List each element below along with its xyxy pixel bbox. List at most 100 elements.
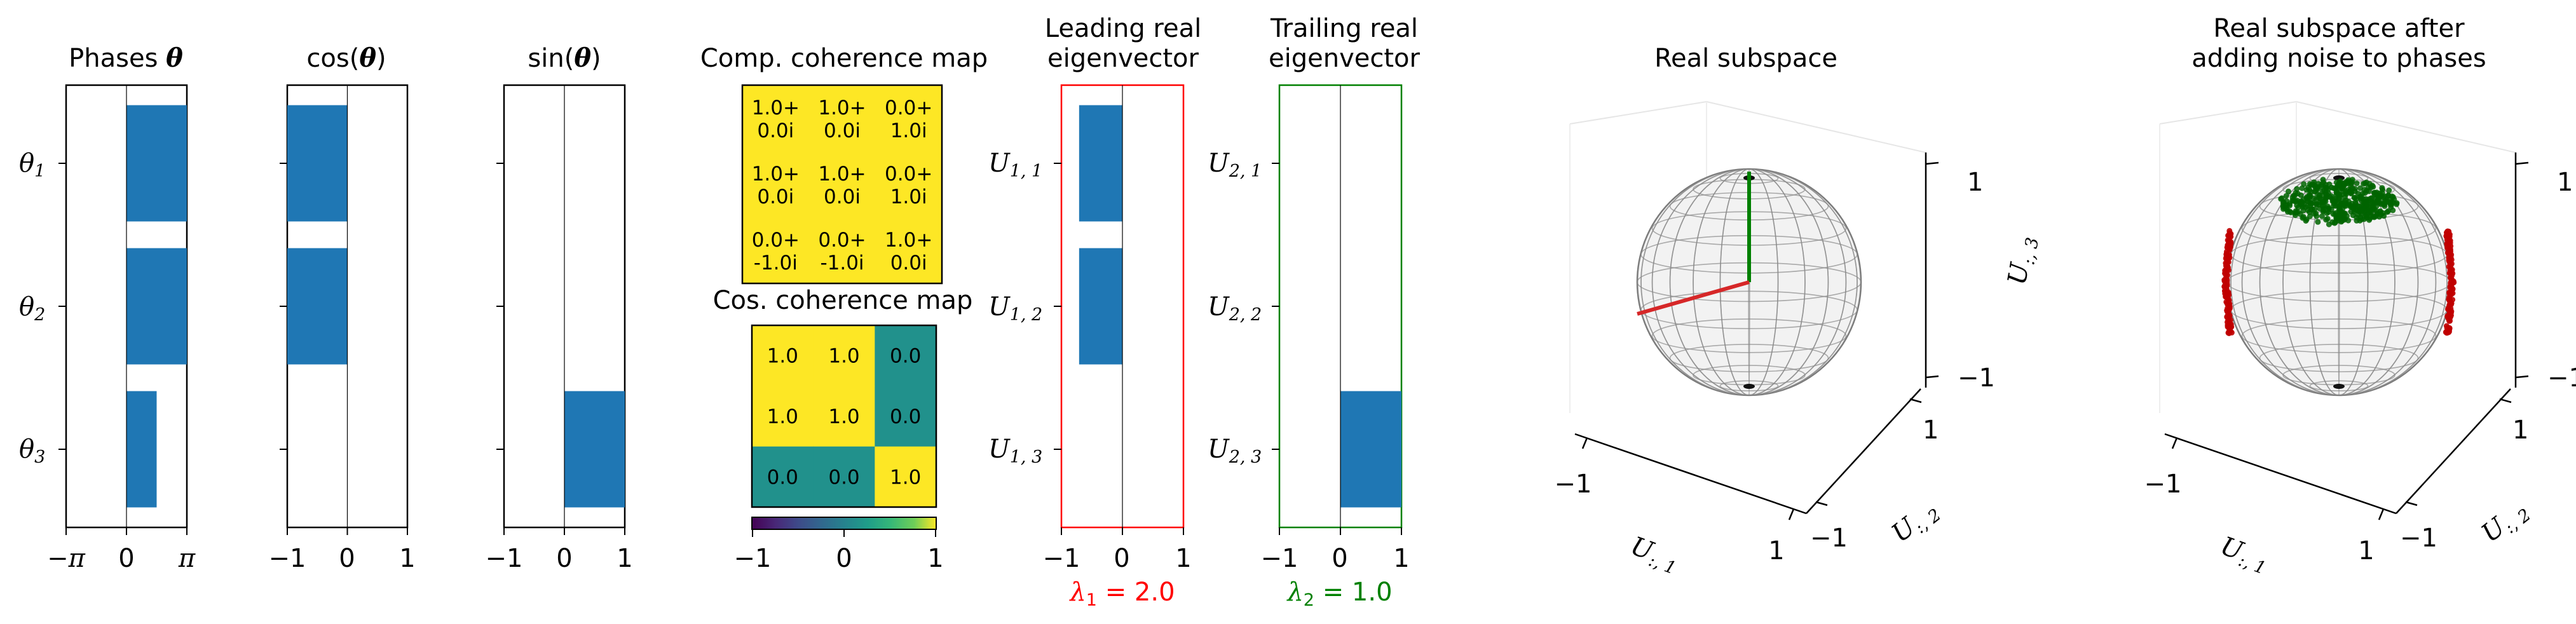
south-pole	[1743, 384, 1755, 389]
ztick-one: 1	[1967, 168, 1983, 197]
noisy-point-arc	[2226, 330, 2232, 336]
cos-cell-label-1-2: 1.0	[828, 345, 859, 368]
noisy-point-cap	[2335, 182, 2341, 188]
cos-xtick-labels: −1 0 1	[269, 544, 416, 573]
noisy-point-clouds	[2221, 177, 2457, 336]
longitude-line	[1640, 169, 1858, 395]
cos-cell-label-3-3: 1.0	[890, 466, 921, 489]
sin-panel: sin(θ) −1 0 1	[486, 43, 633, 573]
z-axis-label: U:, 3	[2003, 234, 2043, 288]
real-subspace-axis-labels: 1 −1 U:, 3 −1 1 U:, 1 1 −1 U:, 2	[1555, 168, 2043, 578]
xtick-neg-one: −1	[2144, 470, 2182, 499]
noisy-point-cap	[2313, 187, 2319, 194]
noisy-point-arc	[2448, 268, 2454, 275]
noisy-point-arc	[2224, 300, 2230, 306]
complex-cell-2-1: 1.0+ 0.0i	[752, 163, 800, 208]
ztick-neg-one: −1	[1958, 363, 1995, 393]
bar-1	[287, 105, 348, 222]
noisy-point-cap	[2386, 199, 2392, 205]
bar-2	[126, 248, 187, 365]
noisy-point-cap	[2319, 213, 2325, 219]
noisy-point-cap	[2293, 208, 2299, 214]
noisy-point-cap	[2375, 192, 2380, 198]
noisy-point-cap	[2293, 198, 2299, 204]
leading-ytick-labels: U1, 1 U1, 2 U1, 3	[988, 149, 1042, 467]
z-tick	[2515, 375, 2529, 379]
ztick-one: 1	[2557, 168, 2573, 197]
noisy-point-arc	[2225, 267, 2232, 273]
noisy-point-cap	[2345, 217, 2352, 224]
noisy-point-cap	[2307, 209, 2313, 215]
longitude-line	[1693, 169, 1806, 395]
real-subspace-3d-box	[1569, 100, 1939, 520]
noisy-title-line1: Real subspace after	[2213, 14, 2465, 43]
noisy-point-cap	[2341, 180, 2348, 186]
longitude-line	[2282, 169, 2395, 395]
z-tick	[2515, 161, 2529, 165]
cos-cell-2-3	[875, 386, 937, 447]
z-tick	[1925, 375, 1939, 379]
noisy-point-arc	[2444, 233, 2450, 239]
noisy-point-arc	[2450, 286, 2456, 292]
noisy-point-arc	[2224, 245, 2230, 250]
noisy-point-cap	[2354, 180, 2360, 186]
longitude-line	[1669, 169, 1829, 395]
noisy-point-cap	[2287, 202, 2293, 208]
bar-1	[1079, 105, 1122, 222]
y-tick	[2499, 398, 2512, 404]
noisy-point-cap	[2294, 203, 2300, 208]
longitude-line	[2338, 169, 2340, 395]
noisy-point-arc	[2445, 241, 2451, 248]
noisy-point-cap	[2343, 191, 2349, 197]
y-axis-label: U:, 2	[1886, 495, 1945, 551]
leading-axes	[1054, 84, 1185, 535]
xtick-zero: 0	[1114, 544, 1129, 573]
noisy-point-arc	[2227, 323, 2233, 329]
y-tick	[1815, 501, 1828, 506]
noisy-point-cap	[2324, 215, 2331, 222]
trailing-eigenvector-panel: Trailing real eigenvector U2, 1 U2, 2 U2…	[1208, 14, 1421, 610]
noisy-point-cap	[2307, 187, 2313, 193]
longitude-line	[1719, 169, 1779, 395]
noisy-point-arc	[2226, 227, 2233, 234]
noisy-point-cap	[2373, 212, 2380, 218]
noisy-point-arc	[2225, 294, 2231, 301]
noisy-point-arc	[2447, 247, 2453, 253]
xtick-zero: 0	[118, 544, 134, 573]
ytick-u12: U1, 2	[988, 292, 1042, 325]
x-axis	[1574, 433, 1807, 515]
cos-cell-label-1-3: 0.0	[890, 345, 921, 368]
complex-cell-2-3: 0.0+ 1.0i	[885, 163, 932, 208]
noisy-point-cap	[2389, 193, 2395, 200]
x-tick	[1581, 437, 1588, 449]
complex-cell-1-2: 1.0+ 0.0i	[818, 97, 866, 142]
xtick-neg-one: −1	[1261, 544, 1298, 573]
ytick-neg-one: −1	[1810, 524, 1848, 553]
xtick-neg-one: −1	[1043, 544, 1080, 573]
leading-title-line1: Leading real	[1045, 14, 1201, 43]
colorbar	[751, 517, 937, 530]
noisy-point-cap	[2323, 185, 2329, 191]
noisy-point-arc	[2225, 272, 2231, 278]
complex-coherence-map: 1.0+ 0.0i 1.0+ 0.0i 0.0+ 1.0i 1.0+ 0.0i 1.0+ 0.0i…	[741, 84, 943, 285]
noisy-point-cap	[2312, 183, 2318, 189]
noisy-point-cap	[2300, 215, 2306, 221]
xtick-zero: 0	[556, 544, 572, 573]
x-axis-label: U:, 1	[2216, 531, 2273, 578]
noisy-point-cap	[2359, 198, 2365, 204]
cos-coherence-map: 1.0 1.0 0.0 1.0 1.0 0.0 0.0 0.0 1.0	[751, 324, 937, 508]
noisy-subspace-panel: Real subspace after adding noise to phas…	[2144, 14, 2576, 578]
x-tick	[2171, 437, 2178, 449]
ytick-theta2: θ2	[19, 292, 45, 325]
sin-title: sin(θ)	[528, 43, 601, 73]
longitude-line	[2241, 169, 2437, 395]
cos-cell-label-2-3: 0.0	[890, 405, 921, 428]
trailing-ytick-labels: U2, 1 U2, 2 U2, 3	[1208, 149, 1262, 467]
leading-xtick-labels: −1 0 1	[1043, 544, 1192, 573]
south-pole	[2333, 384, 2345, 389]
noisy-point-cap	[2294, 186, 2300, 192]
xtick-neg-one: −1	[1555, 470, 1592, 499]
longitude-line	[2230, 169, 2448, 395]
cos-axes	[280, 84, 409, 535]
